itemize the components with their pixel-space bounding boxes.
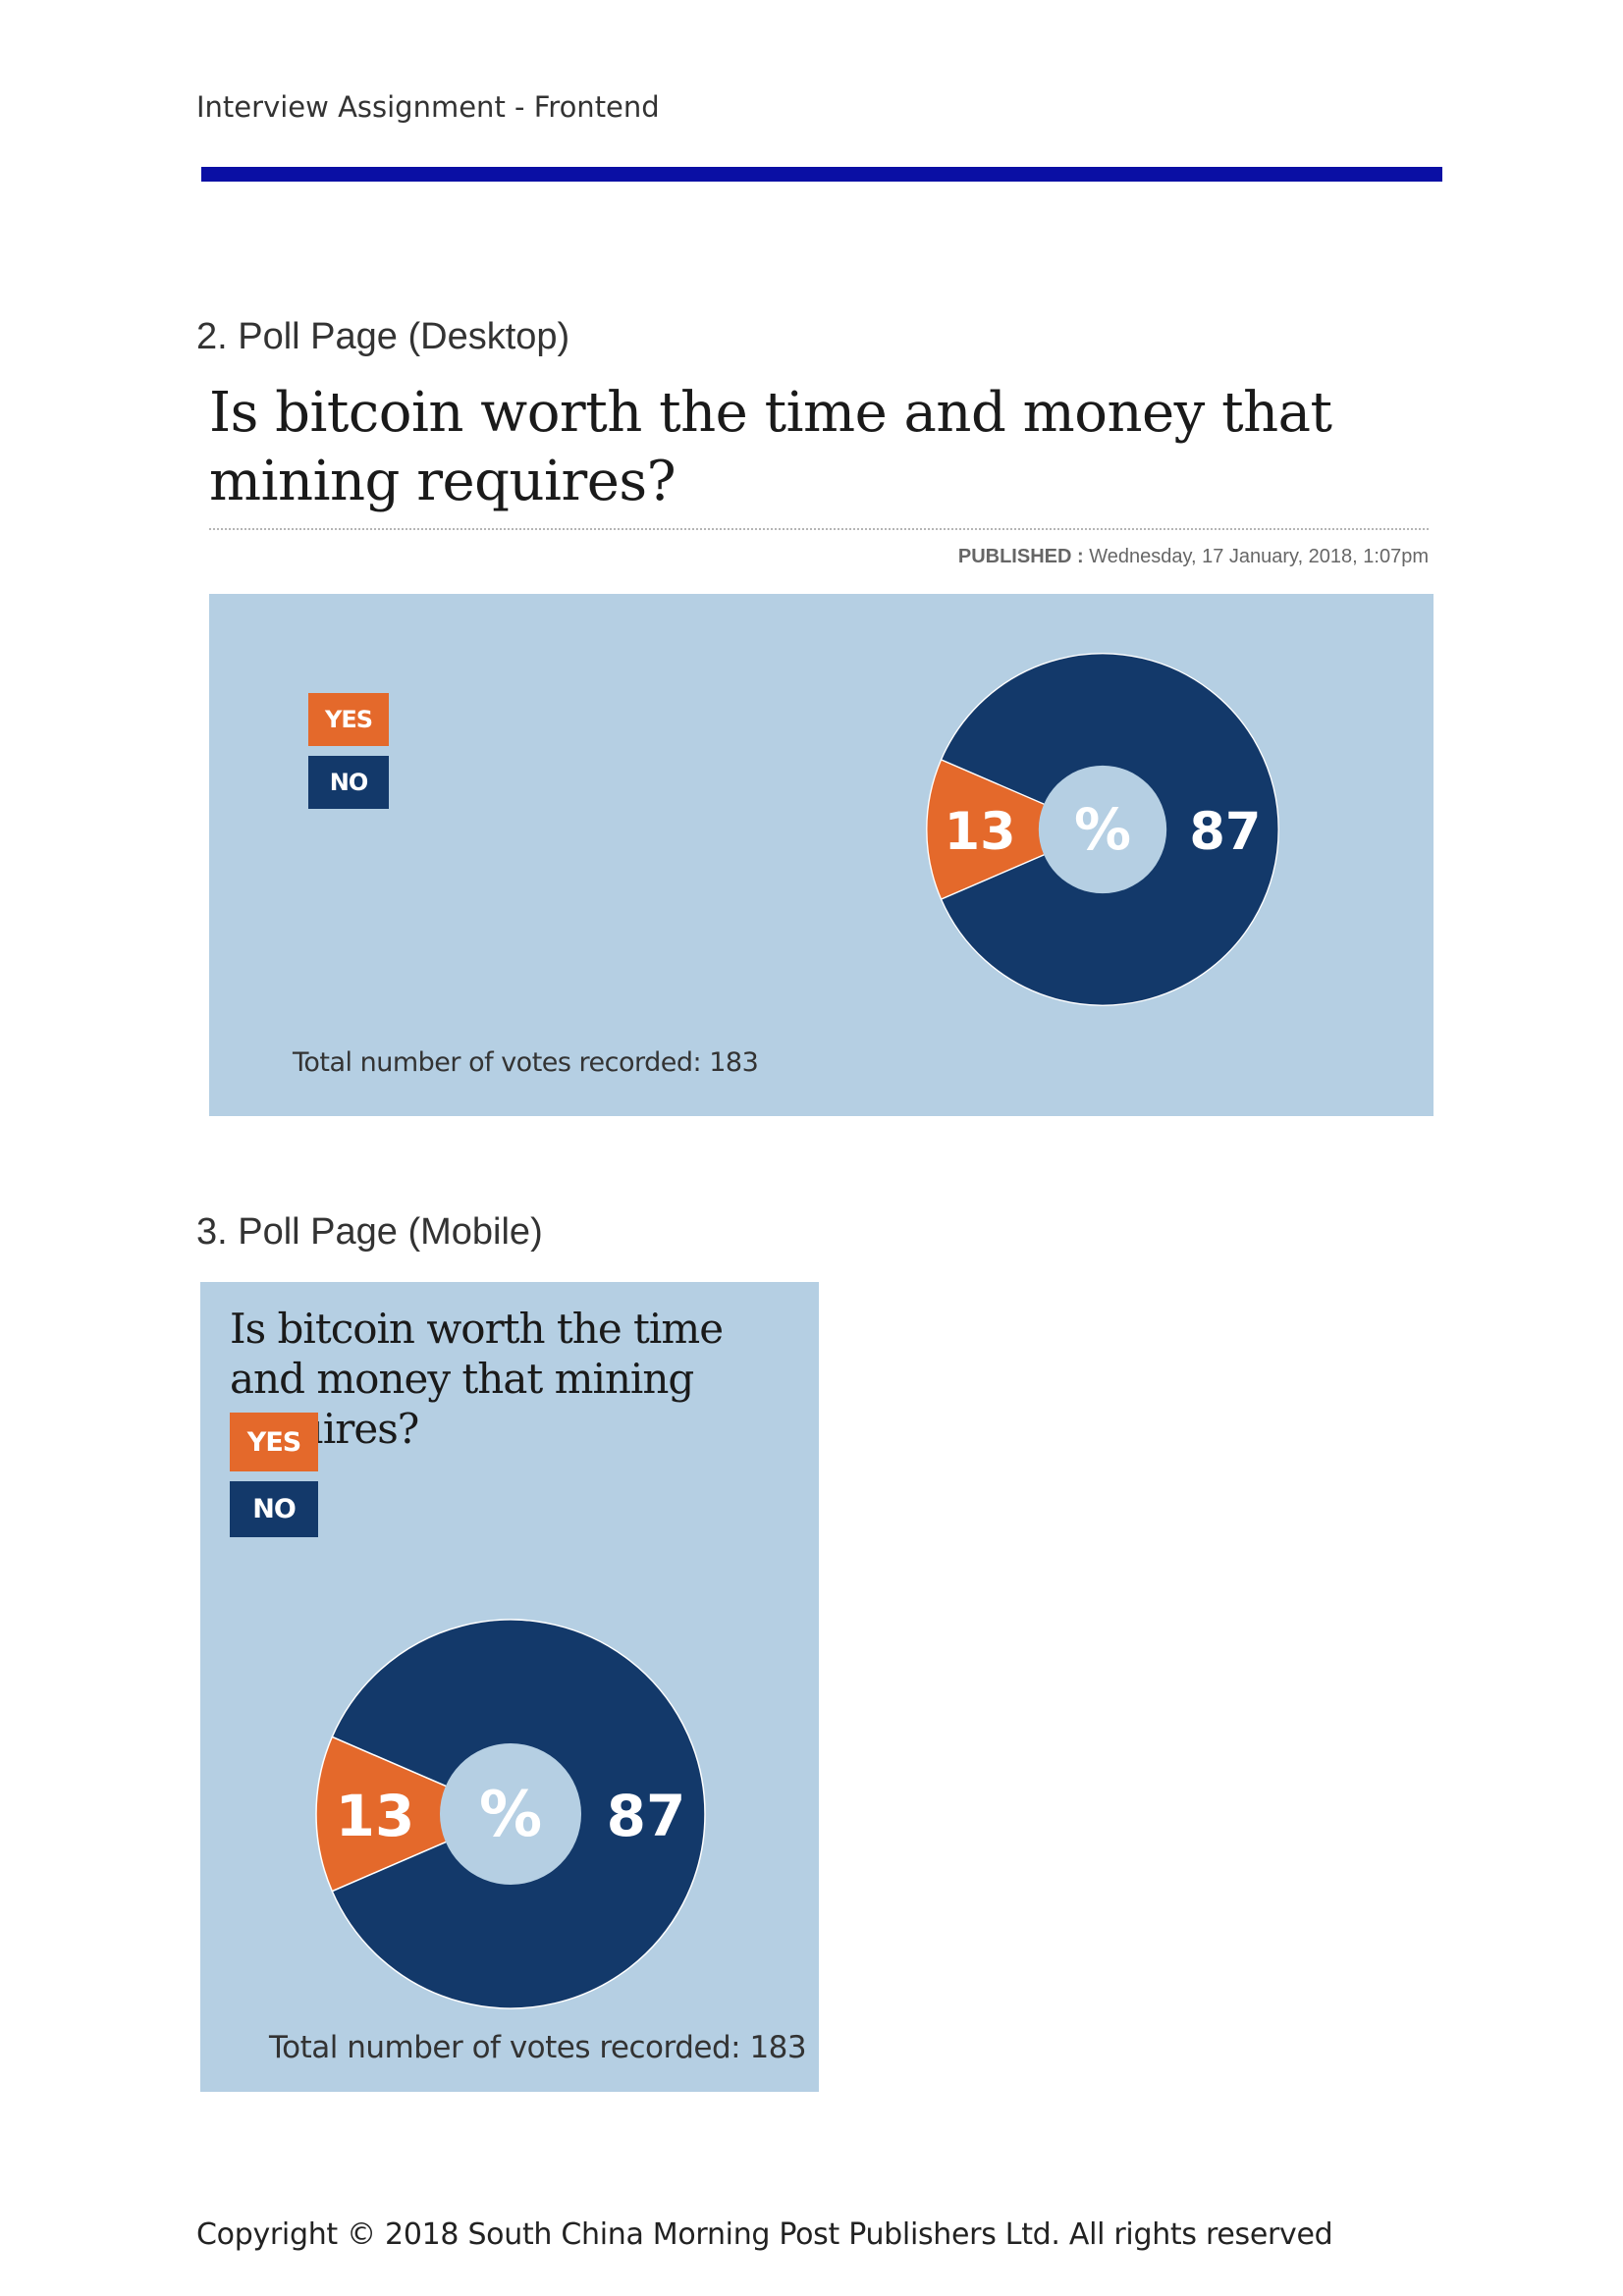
total-votes: Total number of votes recorded: 183	[293, 1047, 759, 1078]
copyright-footer: Copyright © 2018 South China Morning Pos…	[196, 2217, 1333, 2252]
legend-yes-mobile[interactable]: YES	[230, 1413, 318, 1471]
section-title-desktop: 2. Poll Page (Desktop)	[196, 316, 570, 357]
published-line: PUBLISHED : Wednesday, 17 January, 2018,…	[958, 546, 1429, 568]
total-votes-mobile: Total number of votes recorded: 183	[269, 2030, 807, 2065]
poll-panel-desktop: YES NO % 13 87 Total number of votes recor…	[209, 594, 1434, 1116]
pie-slice-yes	[926, 758, 1105, 901]
percent-symbol: %	[1074, 796, 1131, 863]
published-label: PUBLISHED :	[957, 546, 1084, 567]
legend-no-mobile[interactable]: NO	[230, 1481, 318, 1537]
poll-question: Is bitcoin worth the time and money that…	[209, 381, 1332, 513]
slice-label-yes: 13	[336, 1783, 415, 1849]
pie-slice-yes	[315, 1735, 513, 1893]
slice-label-no: 87	[607, 1783, 686, 1849]
slice-label-yes: 13	[945, 802, 1016, 862]
donut-center	[1038, 765, 1167, 894]
dotted-divider	[209, 528, 1429, 530]
legend-yes[interactable]: YES	[308, 693, 389, 746]
document-header: Interview Assignment - Frontend	[196, 90, 660, 124]
header-rule	[201, 167, 1442, 182]
donut-chart-desktop: % 13 87	[926, 653, 1279, 1006]
published-date: Wednesday, 17 January, 2018, 1:07pm	[1089, 546, 1429, 567]
donut-chart-mobile: % 13 87	[315, 1619, 706, 2009]
section-title-mobile: 3. Poll Page (Mobile)	[196, 1211, 543, 1253]
slice-label-no: 87	[1189, 802, 1261, 862]
donut-center	[440, 1743, 581, 1885]
percent-symbol: %	[479, 1779, 542, 1851]
poll-panel-mobile: Is bitcoin worth the time and money that…	[200, 1282, 819, 2092]
legend-no[interactable]: NO	[308, 756, 389, 809]
